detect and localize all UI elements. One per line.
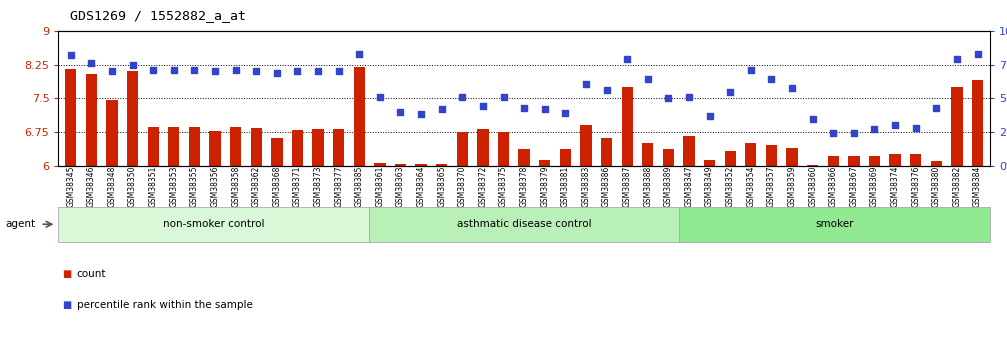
- Point: [269, 70, 285, 76]
- Point: [722, 89, 738, 94]
- Point: [763, 77, 779, 82]
- Bar: [725, 151, 736, 166]
- Point: [454, 94, 470, 100]
- Point: [661, 96, 677, 101]
- Point: [289, 69, 305, 74]
- Bar: [477, 129, 488, 166]
- Bar: [188, 127, 200, 166]
- Point: [557, 110, 573, 116]
- Point: [228, 67, 244, 73]
- Point: [393, 109, 409, 115]
- Point: [578, 81, 594, 86]
- Point: [743, 67, 759, 73]
- Bar: [580, 125, 592, 166]
- Point: [207, 69, 224, 74]
- Point: [351, 51, 368, 57]
- Point: [887, 122, 903, 128]
- Text: non-smoker control: non-smoker control: [163, 219, 265, 229]
- Text: agent: agent: [5, 219, 35, 229]
- Bar: [869, 156, 880, 166]
- Bar: [560, 149, 571, 166]
- Point: [125, 62, 141, 68]
- Bar: [889, 155, 900, 166]
- Bar: [539, 160, 551, 166]
- Point: [62, 52, 79, 58]
- Bar: [807, 165, 819, 166]
- Point: [495, 94, 512, 100]
- Bar: [209, 131, 221, 166]
- Bar: [519, 149, 530, 166]
- Point: [598, 88, 614, 93]
- Bar: [456, 132, 468, 166]
- Bar: [65, 69, 77, 166]
- Bar: [910, 155, 921, 166]
- Point: [907, 125, 923, 131]
- Point: [475, 104, 491, 109]
- Point: [372, 94, 388, 100]
- Bar: [333, 129, 344, 166]
- Bar: [765, 146, 777, 166]
- Point: [681, 94, 697, 100]
- Point: [413, 112, 429, 117]
- Bar: [436, 164, 447, 166]
- Point: [846, 130, 862, 136]
- Text: smoker: smoker: [816, 219, 854, 229]
- Point: [805, 116, 821, 121]
- Point: [186, 67, 202, 73]
- Bar: [684, 136, 695, 166]
- Bar: [251, 128, 262, 166]
- Point: [166, 67, 182, 73]
- Bar: [848, 156, 860, 166]
- Bar: [148, 127, 159, 166]
- Text: count: count: [77, 269, 106, 279]
- Text: asthmatic disease control: asthmatic disease control: [457, 219, 591, 229]
- Bar: [416, 164, 427, 166]
- Point: [104, 69, 120, 74]
- Bar: [930, 161, 942, 166]
- Point: [248, 69, 264, 74]
- Point: [619, 57, 635, 62]
- Point: [825, 130, 841, 136]
- Point: [537, 106, 553, 112]
- Bar: [395, 164, 406, 166]
- Bar: [601, 138, 612, 166]
- Text: ■: ■: [62, 269, 71, 279]
- Bar: [86, 73, 97, 166]
- Point: [84, 61, 100, 66]
- Point: [702, 113, 718, 119]
- Point: [310, 69, 326, 74]
- Bar: [375, 164, 386, 166]
- Bar: [663, 149, 674, 166]
- Point: [784, 85, 801, 90]
- Text: ■: ■: [62, 300, 71, 310]
- Text: GDS1269 / 1552882_a_at: GDS1269 / 1552882_a_at: [70, 9, 247, 22]
- Bar: [972, 80, 983, 166]
- Point: [639, 77, 656, 82]
- Bar: [107, 100, 118, 166]
- Point: [970, 51, 986, 57]
- Point: [434, 106, 450, 112]
- Bar: [828, 156, 839, 166]
- Bar: [704, 160, 715, 166]
- Point: [866, 127, 882, 132]
- Bar: [168, 127, 179, 166]
- Text: percentile rank within the sample: percentile rank within the sample: [77, 300, 253, 310]
- Bar: [127, 70, 138, 166]
- Bar: [497, 132, 510, 166]
- Bar: [353, 67, 365, 166]
- Bar: [312, 129, 323, 166]
- Bar: [230, 128, 242, 166]
- Point: [330, 69, 346, 74]
- Bar: [271, 138, 283, 166]
- Point: [145, 67, 161, 73]
- Point: [516, 105, 532, 110]
- Point: [928, 105, 945, 110]
- Point: [949, 57, 965, 62]
- Bar: [621, 87, 632, 166]
- Bar: [745, 143, 756, 166]
- Bar: [642, 143, 654, 166]
- Bar: [786, 148, 798, 166]
- Bar: [952, 87, 963, 166]
- Bar: [292, 130, 303, 166]
